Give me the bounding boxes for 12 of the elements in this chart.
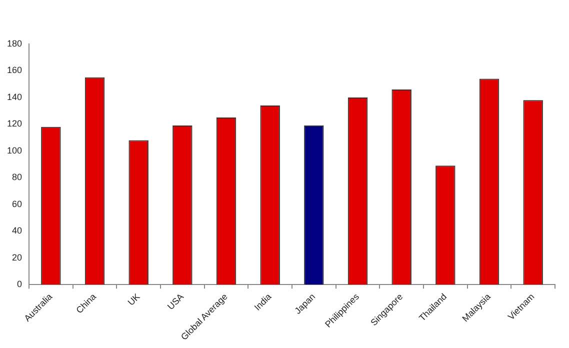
y-tick-label: 120 (6, 118, 22, 129)
x-tick-label: USA (165, 292, 186, 312)
y-tick-label: 160 (6, 65, 22, 76)
y-tick-label: 80 (12, 172, 22, 182)
y-tick-label: 40 (12, 226, 22, 236)
y-tick-label: 180 (6, 38, 22, 48)
y-tick-label: 60 (12, 198, 22, 209)
y-tick-label: 140 (6, 92, 22, 102)
y-tick-label: 0 (17, 279, 22, 290)
y-tick-label: 100 (6, 145, 22, 156)
y-tick-label: 20 (12, 252, 22, 262)
x-tick-label: UK (126, 292, 142, 308)
